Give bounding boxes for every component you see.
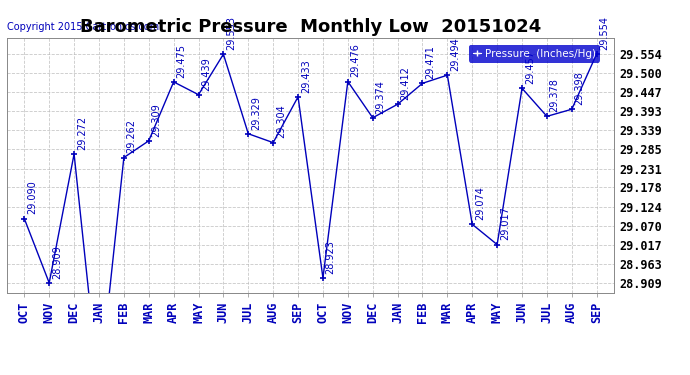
Text: 29.090: 29.090 bbox=[27, 181, 37, 214]
Text: 29.017: 29.017 bbox=[500, 207, 510, 240]
Text: 29.304: 29.304 bbox=[276, 105, 286, 138]
Text: 29.554: 29.554 bbox=[600, 16, 609, 50]
Text: 29.457: 29.457 bbox=[525, 50, 535, 84]
Text: 29.378: 29.378 bbox=[550, 78, 560, 112]
Text: 29.471: 29.471 bbox=[425, 45, 435, 79]
Text: Copyright 2015 Cartronics.com: Copyright 2015 Cartronics.com bbox=[7, 22, 159, 32]
Text: 28.909: 28.909 bbox=[52, 245, 62, 279]
Text: 29.309: 29.309 bbox=[152, 103, 161, 136]
Text: 29.433: 29.433 bbox=[301, 59, 310, 93]
Text: 29.074: 29.074 bbox=[475, 186, 485, 220]
Text: 29.329: 29.329 bbox=[251, 96, 261, 130]
Text: 29.272: 29.272 bbox=[77, 116, 87, 150]
Text: 28.608: 28.608 bbox=[0, 374, 1, 375]
Text: 29.494: 29.494 bbox=[450, 37, 460, 71]
Legend: Pressure  (Inches/Hg): Pressure (Inches/Hg) bbox=[469, 45, 600, 63]
Text: 29.412: 29.412 bbox=[400, 66, 411, 100]
Text: 29.374: 29.374 bbox=[375, 80, 386, 114]
Text: 29.398: 29.398 bbox=[575, 71, 584, 105]
Title: Barometric Pressure  Monthly Low  20151024: Barometric Pressure Monthly Low 20151024 bbox=[80, 18, 541, 36]
Text: 29.476: 29.476 bbox=[351, 44, 361, 77]
Text: 28.923: 28.923 bbox=[326, 240, 336, 274]
Text: 29.475: 29.475 bbox=[177, 44, 186, 78]
Text: 29.439: 29.439 bbox=[201, 57, 211, 90]
Text: 29.553: 29.553 bbox=[226, 16, 236, 50]
Text: 29.262: 29.262 bbox=[127, 119, 137, 153]
